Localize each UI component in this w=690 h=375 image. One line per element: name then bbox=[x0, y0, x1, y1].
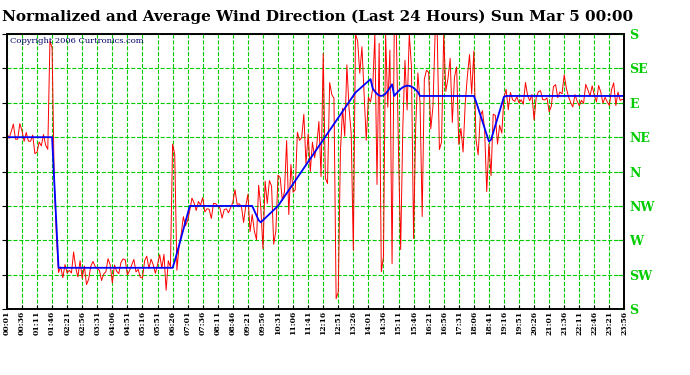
Text: Copyright 2006 Curtronics.com: Copyright 2006 Curtronics.com bbox=[10, 36, 144, 45]
Text: Normalized and Average Wind Direction (Last 24 Hours) Sun Mar 5 00:00: Normalized and Average Wind Direction (L… bbox=[2, 9, 633, 24]
